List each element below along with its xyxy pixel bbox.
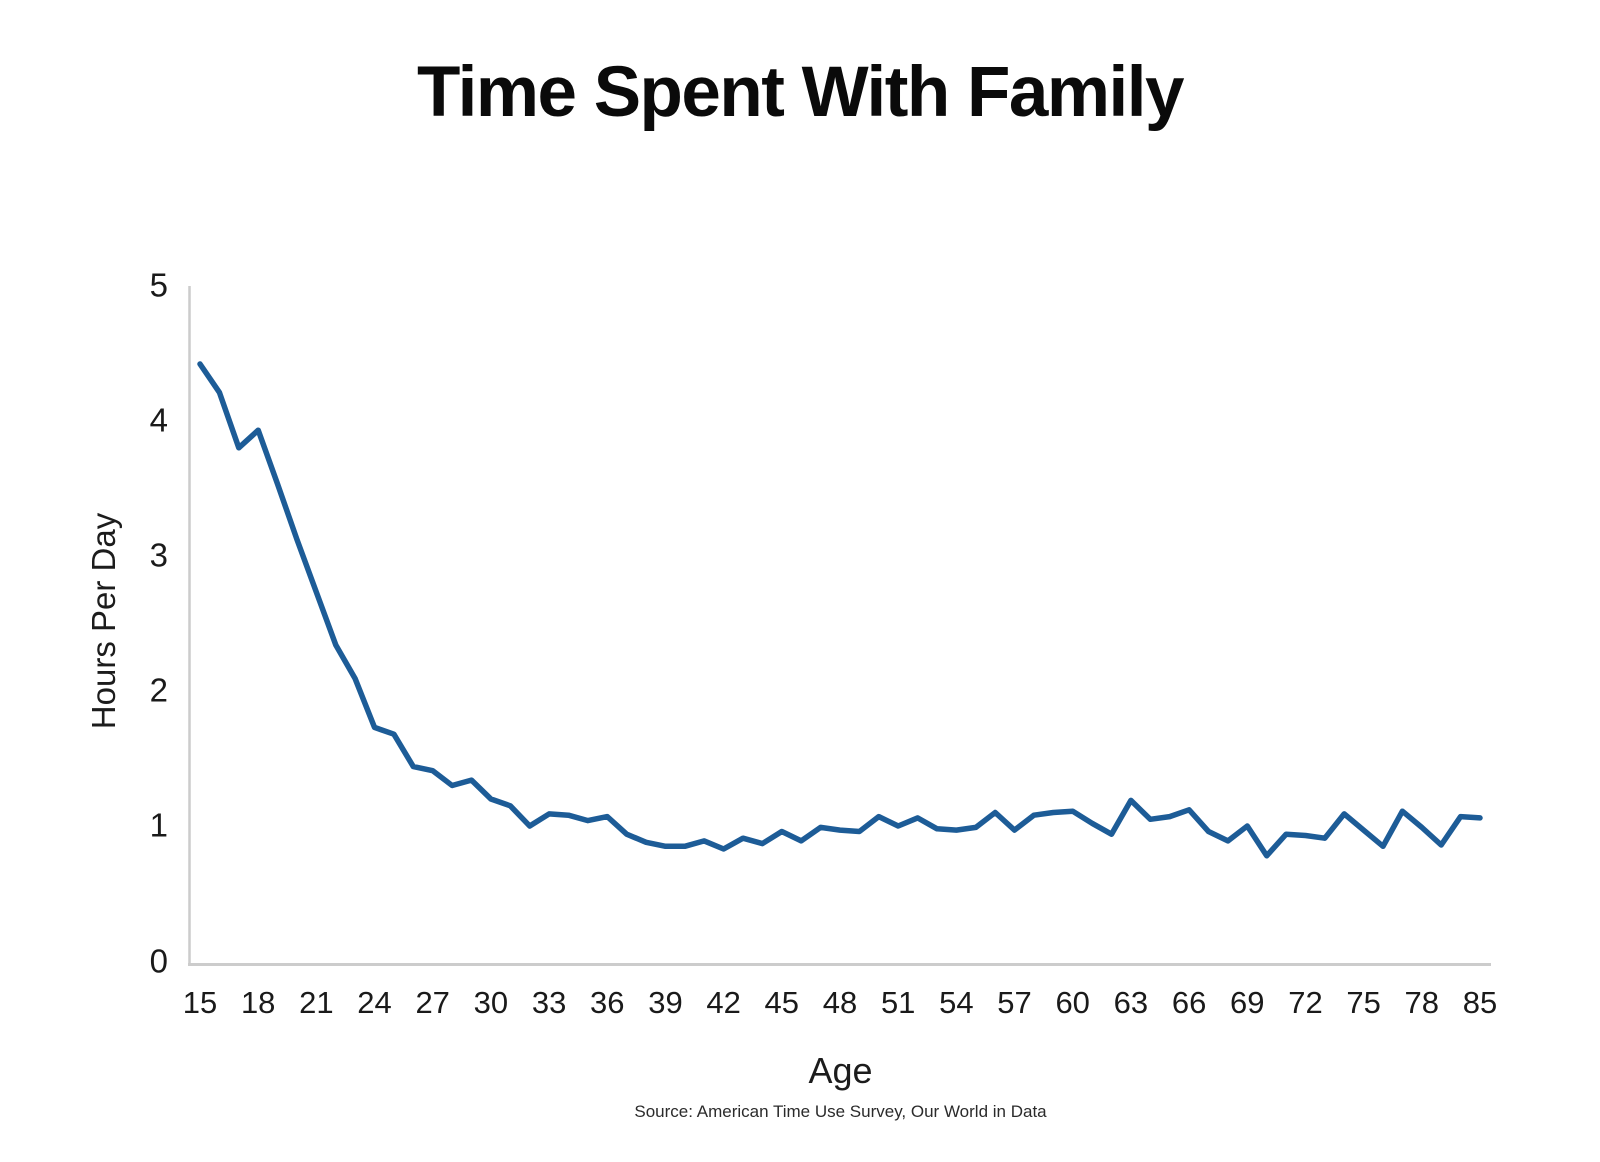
- x-tick-label: 69: [1230, 985, 1265, 1020]
- x-tick-label: 24: [357, 985, 392, 1020]
- y-tick-label: 5: [149, 266, 168, 304]
- x-tick-label: 33: [531, 985, 567, 1020]
- y-tick-label: 4: [149, 401, 168, 439]
- x-tick-label: 48: [822, 985, 858, 1020]
- x-tick-label: 72: [1288, 985, 1323, 1020]
- family-time-line: [197, 361, 1483, 859]
- x-tick-label: 85: [1462, 985, 1498, 1020]
- y-tick-label: 3: [149, 536, 168, 574]
- x-tick-label: 36: [590, 985, 625, 1020]
- y-tick-label: 1: [149, 806, 168, 844]
- x-tick-label: 60: [1055, 985, 1090, 1020]
- x-axis-title: Age: [808, 1050, 873, 1091]
- x-tick-label: 39: [648, 985, 683, 1020]
- x-tick-label: 15: [182, 985, 218, 1020]
- x-tick-label: 66: [1171, 985, 1207, 1020]
- y-tick-label: 2: [149, 671, 168, 709]
- x-tick-label: 27: [415, 985, 450, 1020]
- source-note: Source: American Time Use Survey, Our Wo…: [634, 1102, 1047, 1121]
- y-tick-label: 0: [149, 941, 168, 979]
- x-tick-label: 57: [997, 985, 1032, 1020]
- x-tick-label: 75: [1346, 985, 1381, 1020]
- x-tick-label: 45: [764, 985, 800, 1020]
- x-tick-label: 51: [880, 985, 916, 1020]
- x-tick-label: 63: [1113, 985, 1149, 1020]
- x-tick-label: 42: [706, 985, 741, 1020]
- x-tick-label: 21: [299, 985, 334, 1020]
- x-tick-label: 54: [939, 985, 974, 1020]
- x-tick-label: 78: [1404, 985, 1440, 1020]
- x-tick-label: 18: [240, 985, 276, 1020]
- chart-title: Time Spent With Family: [417, 53, 1184, 132]
- x-tick-label: 30: [473, 985, 509, 1020]
